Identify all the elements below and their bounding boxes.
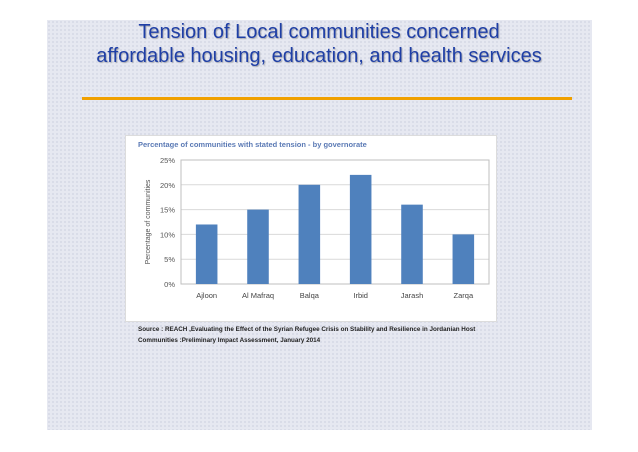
y-tick-label: 0% xyxy=(164,280,175,289)
source-line-2: Communities :Preliminary Impact Assessme… xyxy=(138,337,321,344)
y-tick-label: 20% xyxy=(160,181,175,190)
bar xyxy=(195,224,218,284)
chart-title: Percentage of communities with stated te… xyxy=(138,140,367,149)
source-note: Source : REACH ,Evaluating the Effect of… xyxy=(138,324,478,346)
slide-title-line-2: affordable housing, education, and healt… xyxy=(96,45,542,67)
slide-title: Tension of Local communities concerned a… xyxy=(0,20,638,68)
y-axis-label: Percentage of communities xyxy=(145,179,152,264)
chart-container: Percentage of communities with stated te… xyxy=(125,135,497,322)
plot-area xyxy=(180,159,490,285)
bar xyxy=(298,184,321,284)
title-underline xyxy=(82,97,572,100)
x-tick-label: Ajloon xyxy=(196,291,217,300)
bar-chart: 0% 5% 10% 15% 20% 25% Ajloon Al Mafraq Balqa Irbi… xyxy=(145,156,490,300)
source-line-1: Source : REACH ,Evaluating the Effect of… xyxy=(138,326,476,333)
x-tick-label: Jarash xyxy=(401,291,424,300)
y-tick-label: 5% xyxy=(164,255,175,264)
bar xyxy=(349,174,372,284)
bar xyxy=(247,209,269,284)
y-tick-label: 10% xyxy=(160,230,175,239)
x-tick-label: Balqa xyxy=(300,291,320,300)
x-tick-label: Al Mafraq xyxy=(242,291,274,300)
slide-title-line-1: Tension of Local communities concerned xyxy=(138,21,500,43)
bar xyxy=(452,234,475,284)
bar xyxy=(401,204,423,284)
y-tick-label: 25% xyxy=(160,156,175,165)
x-tick-label: Zarqa xyxy=(454,291,474,300)
y-tick-label: 15% xyxy=(160,206,175,215)
x-tick-label: Irbid xyxy=(353,291,368,300)
